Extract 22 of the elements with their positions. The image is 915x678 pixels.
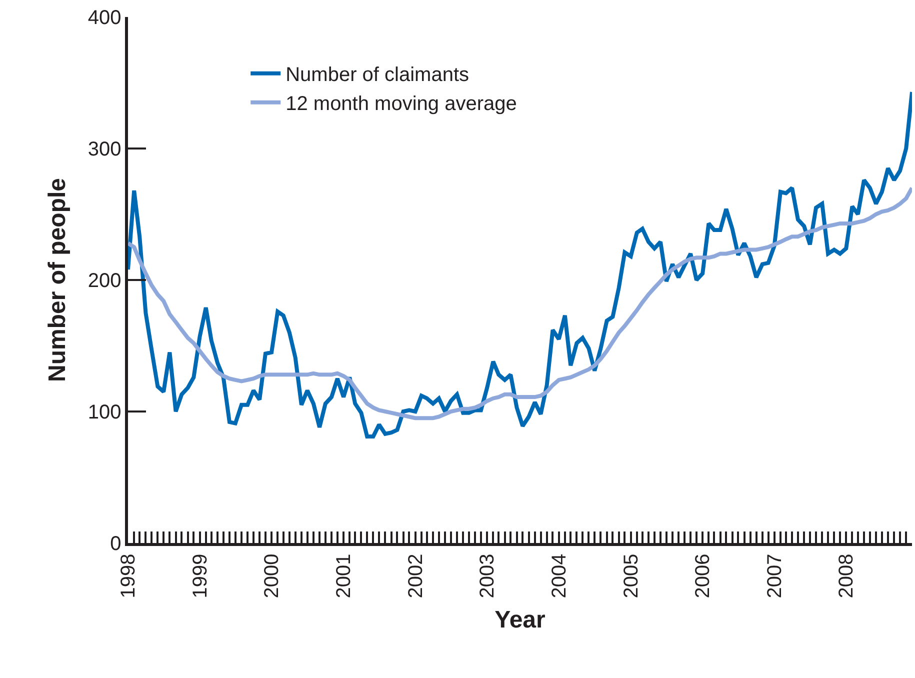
line-series [128,90,912,438]
x-tick-label: 2005 [620,554,642,598]
x-tick-label: 2004 [548,554,570,598]
x-tick-label: 1999 [189,554,212,598]
y-tick-label: 0 [110,533,122,555]
x-tick-label: 2007 [764,554,786,598]
y-tick-label: 100 [88,402,122,424]
y-tick-label: 400 [88,7,122,29]
x-tick-label: 1998 [118,554,140,598]
y-axis-title: Number of people [44,178,71,382]
legend-label: Number of claimants [286,64,470,86]
x-tick-label: 2008 [836,554,858,598]
x-tick-label: 2002 [404,554,427,598]
legend-label: 12 month moving average [286,93,517,116]
x-tick-label: 2001 [333,554,356,598]
x-axis-title: Year [494,606,546,634]
y-tick-label: 300 [88,138,122,160]
x-tick-label: 2003 [476,554,499,598]
y-tick-label: 200 [88,270,122,292]
line-series [128,186,912,420]
x-tick-label: 2000 [261,554,284,598]
x-tick-label: 2006 [692,554,714,598]
